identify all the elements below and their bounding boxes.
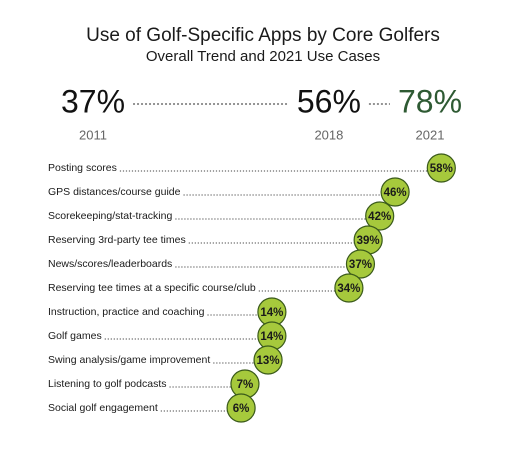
category-label: Reserving 3rd-party tee times xyxy=(48,234,186,246)
value-label: 37% xyxy=(349,259,372,271)
value-label: 34% xyxy=(337,283,360,295)
value-label: 6% xyxy=(233,403,250,415)
value-label: 13% xyxy=(257,355,280,367)
value-label: 58% xyxy=(430,163,453,175)
trend-value: 56% xyxy=(297,83,361,119)
value-label: 46% xyxy=(384,187,407,199)
trend-value: 37% xyxy=(61,83,125,119)
value-label: 14% xyxy=(260,307,283,319)
trend-value: 78% xyxy=(398,83,462,119)
value-label: 39% xyxy=(357,235,380,247)
year-label: 2018 xyxy=(314,127,343,142)
value-label: 42% xyxy=(368,211,391,223)
chart-title: Use of Golf-Specific Apps by Core Golfer… xyxy=(86,25,440,46)
year-label: 2021 xyxy=(416,127,445,142)
category-label: Reserving tee times at a specific course… xyxy=(48,282,256,294)
category-label: Listening to golf podcasts xyxy=(48,378,167,390)
chart-subtitle: Overall Trend and 2021 Use Cases xyxy=(146,48,380,65)
dot xyxy=(380,177,410,207)
dot xyxy=(334,273,364,303)
dot xyxy=(226,393,256,423)
category-label: Social golf engagement xyxy=(48,402,158,414)
dot xyxy=(426,153,456,183)
category-label: Scorekeeping/stat-tracking xyxy=(48,210,172,222)
value-label: 7% xyxy=(237,379,254,391)
dot xyxy=(253,345,283,375)
category-label: Swing analysis/game improvement xyxy=(48,354,210,366)
category-label: Instruction, practice and coaching xyxy=(48,306,205,318)
value-label: 14% xyxy=(260,331,283,343)
dot xyxy=(345,249,376,279)
year-label: 2011 xyxy=(79,127,107,142)
category-label: GPS distances/course guide xyxy=(48,186,181,198)
category-label: News/scores/leaderboards xyxy=(48,258,172,270)
category-label: Posting scores xyxy=(48,162,117,174)
dot xyxy=(365,201,395,231)
category-label: Golf games xyxy=(48,330,102,342)
